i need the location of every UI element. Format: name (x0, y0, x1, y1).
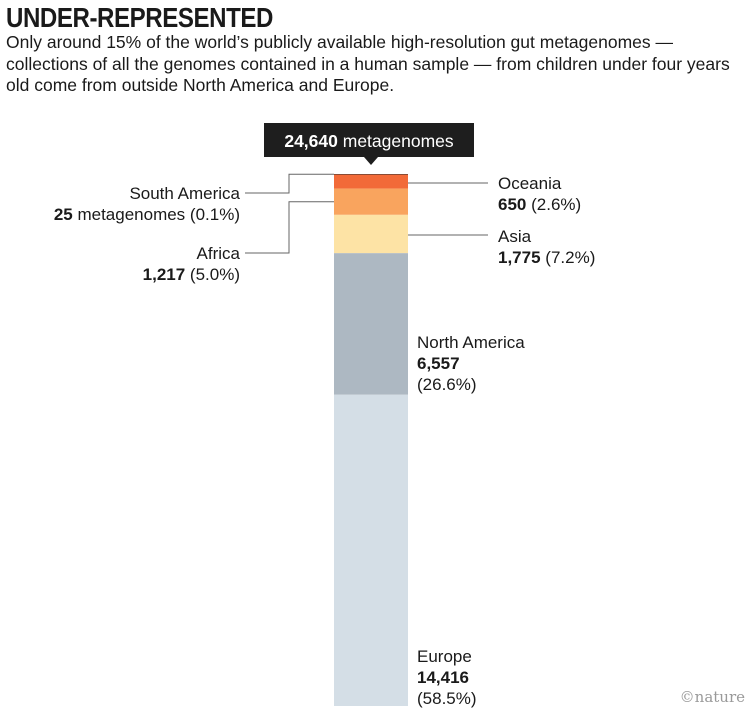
segment-value-south-america: 25 (54, 205, 73, 224)
chart-subtitle: Only around 15% of the world’s publicly … (6, 32, 730, 95)
total-unit: metagenomes (338, 131, 454, 151)
segment-unit-south-america: metagenomes (73, 205, 190, 224)
segment-percent-oceania: (2.6%) (531, 195, 581, 214)
nature-credit: ©nature (679, 688, 745, 706)
segment-percent-south-america: (0.1%) (190, 205, 240, 224)
bar-segment-south-america (334, 174, 408, 175)
segment-name-north-america: North America (417, 333, 525, 352)
segment-name-oceania: Oceania (498, 174, 562, 193)
bar-segment-north-america (334, 253, 408, 395)
segment-name-europe: Europe (417, 647, 472, 666)
label-line-europe-0: Europe (417, 647, 472, 666)
label-line-europe-1: 14,416 (417, 668, 469, 687)
leader-line-south-america (245, 173, 334, 194)
segment-name-asia: Asia (498, 227, 532, 246)
segment-value-europe: 14,416 (417, 668, 469, 687)
segment-value-oceania: 650 (498, 195, 526, 214)
label-line-north-america-0: North America (417, 333, 525, 352)
label-line-africa-0: Africa (197, 244, 241, 263)
label-line-asia-0: Asia (498, 227, 532, 246)
segment-percent-europe: (58.5%) (417, 689, 477, 708)
label-line-oceania-1: 650 (2.6%) (498, 195, 581, 214)
segment-name-africa: Africa (197, 244, 241, 263)
total-value: 24,640 (284, 131, 338, 151)
segment-percent-north-america: (26.6%) (417, 375, 477, 394)
bar-segment-oceania (334, 174, 408, 189)
bar-segment-africa (334, 188, 408, 215)
total-callout-box (264, 123, 474, 157)
bar-segment-asia (334, 214, 408, 254)
label-line-south-america-0: South America (129, 184, 240, 203)
total-label: 24,640 metagenomes (284, 131, 454, 151)
label-line-europe-2: (58.5%) (417, 689, 477, 708)
segment-value-africa: 1,217 (143, 265, 186, 284)
segment-percent-asia: (7.2%) (545, 248, 595, 267)
label-line-africa-1: 1,217 (5.0%) (143, 265, 240, 284)
segment-name-south-america: South America (129, 184, 240, 203)
segment-value-north-america: 6,557 (417, 354, 460, 373)
label-line-north-america-2: (26.6%) (417, 375, 477, 394)
total-callout-pointer (364, 157, 378, 165)
segment-percent-africa: (5.0%) (190, 265, 240, 284)
label-line-north-america-1: 6,557 (417, 354, 460, 373)
chart-title: UNDER-REPRESENTED (6, 2, 273, 33)
bar-segment-europe (334, 394, 408, 706)
leader-line-africa (245, 201, 334, 254)
label-line-oceania-0: Oceania (498, 174, 562, 193)
label-line-south-america-1: 25 metagenomes (0.1%) (54, 205, 240, 224)
segment-value-asia: 1,775 (498, 248, 541, 267)
label-line-asia-1: 1,775 (7.2%) (498, 248, 595, 267)
